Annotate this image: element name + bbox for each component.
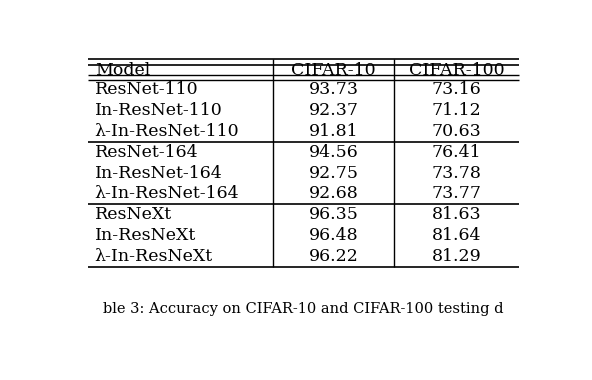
Text: ble 3: Accuracy on CIFAR-10 and CIFAR-100 testing d: ble 3: Accuracy on CIFAR-10 and CIFAR-10… — [103, 302, 504, 316]
Text: λ-In-ResNeXt: λ-In-ResNeXt — [95, 248, 213, 264]
Text: 96.48: 96.48 — [309, 227, 358, 244]
Text: 91.81: 91.81 — [309, 123, 358, 140]
Text: 71.12: 71.12 — [432, 102, 481, 119]
Text: ResNet-164: ResNet-164 — [95, 144, 198, 161]
Text: 73.77: 73.77 — [432, 185, 481, 202]
Text: 81.64: 81.64 — [432, 227, 481, 244]
Text: In-ResNet-110: In-ResNet-110 — [95, 102, 223, 119]
Text: ResNeXt: ResNeXt — [95, 206, 172, 223]
Text: 81.63: 81.63 — [432, 206, 481, 223]
Text: 94.56: 94.56 — [308, 144, 359, 161]
Text: ResNet-110: ResNet-110 — [95, 81, 198, 98]
Text: 92.68: 92.68 — [308, 185, 359, 202]
Text: 73.16: 73.16 — [432, 81, 481, 98]
Text: CIFAR-100: CIFAR-100 — [408, 62, 504, 79]
Text: 81.29: 81.29 — [432, 248, 481, 264]
Text: 92.37: 92.37 — [308, 102, 359, 119]
Text: λ-In-ResNet-164: λ-In-ResNet-164 — [95, 185, 239, 202]
Text: CIFAR-10: CIFAR-10 — [291, 62, 376, 79]
Text: 73.78: 73.78 — [432, 165, 481, 182]
Text: 76.41: 76.41 — [432, 144, 481, 161]
Text: In-ResNet-164: In-ResNet-164 — [95, 165, 223, 182]
Text: Model: Model — [95, 62, 150, 79]
Text: λ-In-ResNet-110: λ-In-ResNet-110 — [95, 123, 239, 140]
Text: 92.75: 92.75 — [308, 165, 359, 182]
Text: In-ResNeXt: In-ResNeXt — [95, 227, 196, 244]
Text: 70.63: 70.63 — [432, 123, 481, 140]
Text: 96.35: 96.35 — [308, 206, 359, 223]
Text: 93.73: 93.73 — [308, 81, 359, 98]
Text: 96.22: 96.22 — [308, 248, 359, 264]
